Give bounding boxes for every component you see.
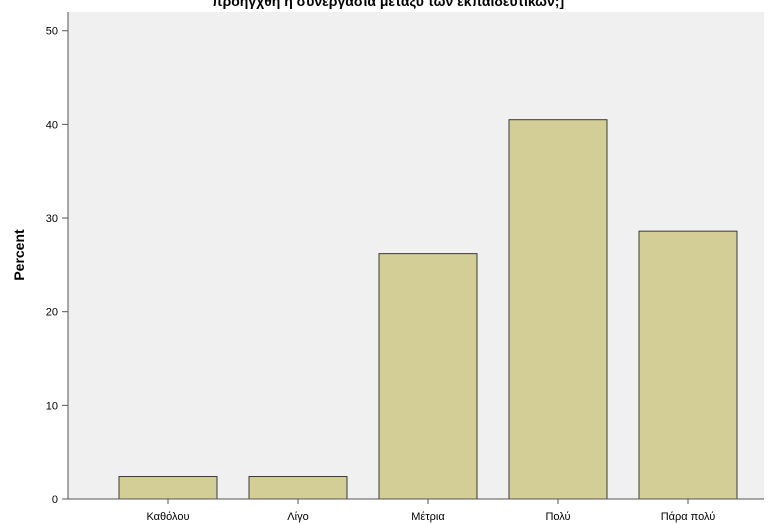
y-tick-label: 30 xyxy=(46,213,58,225)
x-tick-label: Μέτρια xyxy=(411,511,445,523)
y-tick-label: 10 xyxy=(46,400,58,412)
bar-2 xyxy=(378,253,478,500)
x-tick-label: Πάρα πολύ xyxy=(661,511,716,523)
axes-group: Καθόλου Λίγο Μέτρια Πολύ Πάρα πολύ 0 10 20 30 40 5… xyxy=(46,12,764,523)
bar-4 xyxy=(638,230,738,500)
bar-3 xyxy=(508,119,608,500)
x-tick-label: Λίγο xyxy=(287,511,308,523)
y-tick-label: 20 xyxy=(46,307,58,319)
chart-title: προηγχθη η συνεργασία μεταξύ των εκπαιδε… xyxy=(212,0,564,9)
y-tick-label: 40 xyxy=(46,119,58,131)
y-tick-label: 50 xyxy=(46,26,58,38)
x-tick-label: Πολύ xyxy=(545,511,570,523)
y-axis-label: Percent xyxy=(11,229,27,281)
bar-1 xyxy=(248,476,348,500)
x-tick-label: Καθόλου xyxy=(146,511,189,523)
bar-0 xyxy=(118,476,218,500)
y-tick-label: 0 xyxy=(52,494,58,506)
bars-group xyxy=(118,119,738,500)
